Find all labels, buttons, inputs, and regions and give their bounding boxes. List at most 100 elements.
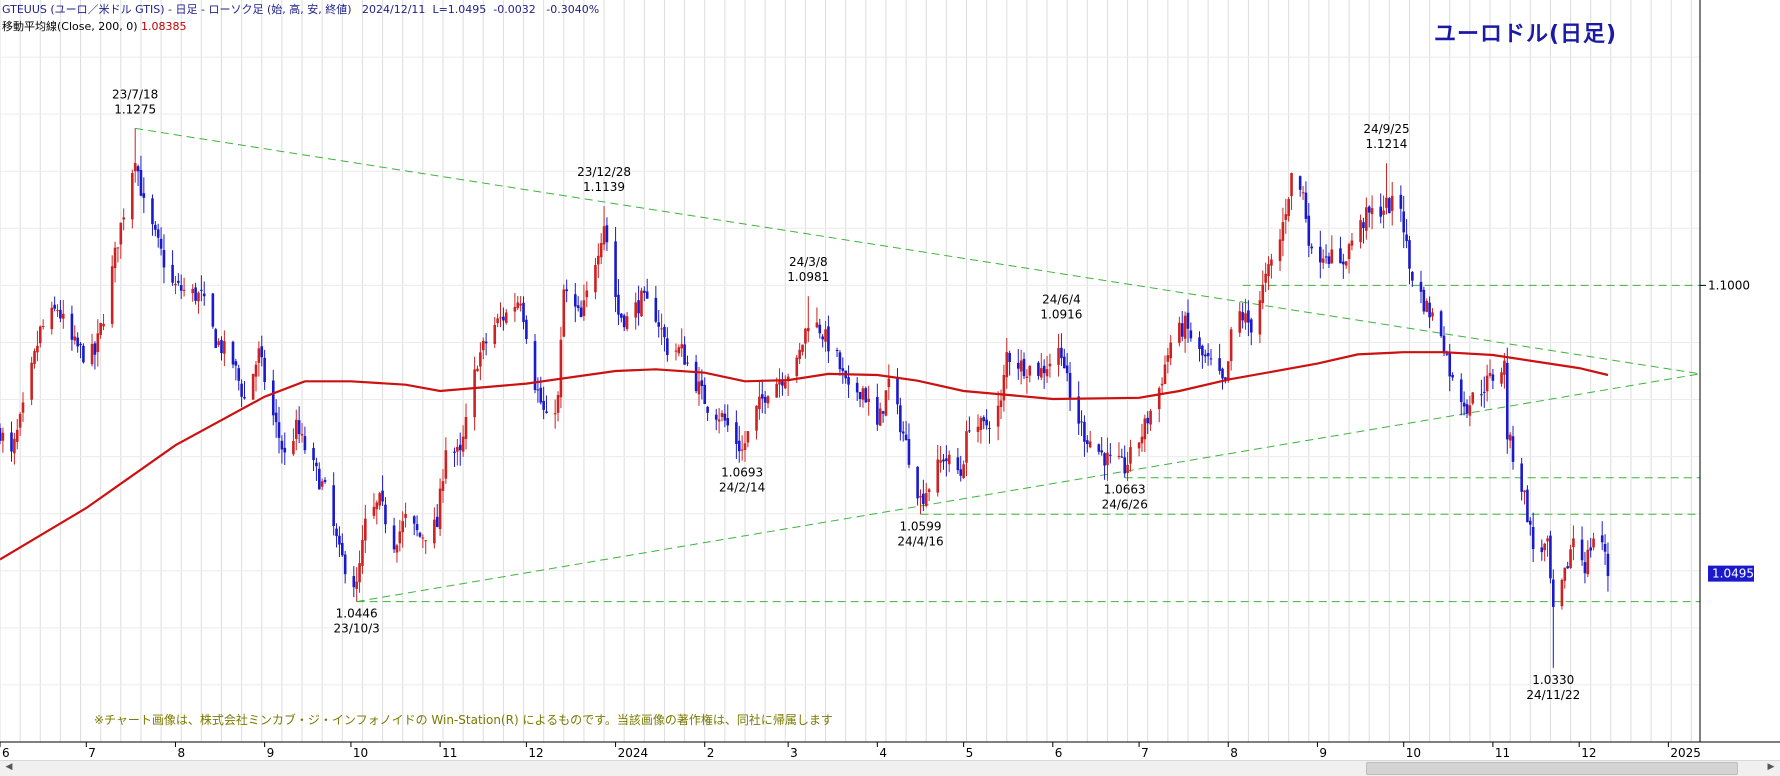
candle-body xyxy=(1117,455,1121,457)
candle-body xyxy=(763,396,767,403)
candle-body xyxy=(959,469,963,476)
candle-body xyxy=(375,502,379,510)
candle-body xyxy=(947,454,951,465)
x-tick-label: 12 xyxy=(528,746,543,760)
candle-body xyxy=(625,316,629,330)
candle-body xyxy=(539,387,543,403)
candle-body xyxy=(1520,463,1523,492)
candle-body xyxy=(93,343,97,355)
last-price-text: L=1.0495 xyxy=(432,3,487,16)
candle-body xyxy=(392,525,396,550)
candle-body xyxy=(714,414,718,420)
candle-body xyxy=(694,361,698,392)
candle-body xyxy=(519,303,522,306)
candle-body xyxy=(251,373,255,400)
candle-body xyxy=(1264,273,1267,283)
candle-body xyxy=(804,328,807,344)
candle-body xyxy=(666,338,669,355)
candle-body xyxy=(620,313,623,318)
candle-body xyxy=(240,383,243,397)
candle-body xyxy=(916,466,919,499)
candle-body xyxy=(50,307,54,330)
candle-body xyxy=(1,432,5,441)
change-pct-text: -0.3040% xyxy=(546,3,600,16)
scroll-right-icon[interactable]: ▶ xyxy=(1767,762,1775,772)
candle-body xyxy=(556,395,560,413)
candle-body xyxy=(364,518,367,541)
candle-body xyxy=(1560,579,1564,607)
candle-body xyxy=(182,289,186,291)
candle-body xyxy=(1088,441,1092,448)
candle-body xyxy=(194,287,197,301)
candle-body xyxy=(1324,256,1328,258)
candle-body xyxy=(660,328,663,330)
annotation-label: 1.1275 xyxy=(114,102,156,116)
candle-body xyxy=(585,290,589,298)
scrollbar-thumb[interactable] xyxy=(1366,762,1738,775)
candle-body xyxy=(415,524,419,531)
candle-body xyxy=(499,317,502,319)
candle-body xyxy=(384,504,387,525)
candle-body xyxy=(444,450,448,479)
candle-body xyxy=(1307,215,1311,246)
horizontal-scrollbar[interactable] xyxy=(0,760,1780,776)
candle-body xyxy=(605,225,609,243)
candle-body xyxy=(861,388,865,400)
candle-body xyxy=(1157,388,1161,410)
candle-body xyxy=(355,581,358,589)
scroll-left-icon[interactable]: ◀ xyxy=(5,762,13,772)
candle-body xyxy=(315,462,318,467)
candle-body xyxy=(1330,249,1334,264)
candle-body xyxy=(1583,562,1587,574)
candle-body xyxy=(899,405,902,433)
candle-body xyxy=(90,343,94,365)
candle-body xyxy=(99,322,102,335)
candle-body xyxy=(401,521,405,533)
candle-body xyxy=(1238,311,1242,333)
candle-body xyxy=(700,380,704,387)
candle-body xyxy=(1267,264,1270,277)
candle-body xyxy=(821,336,824,340)
candle-body xyxy=(381,490,384,502)
candle-body xyxy=(1226,361,1230,381)
candle-body xyxy=(504,312,508,323)
candle-body xyxy=(1180,323,1184,337)
candle-body xyxy=(1310,246,1313,249)
x-tick-label: 4 xyxy=(879,746,887,760)
candle-body xyxy=(317,468,321,490)
candle-body xyxy=(878,408,882,426)
candle-body xyxy=(818,324,822,334)
candle-body xyxy=(1229,329,1233,362)
candle-body xyxy=(513,306,517,312)
candle-body xyxy=(217,341,220,345)
candle-body xyxy=(956,457,960,471)
candle-body xyxy=(945,458,948,462)
candle-body xyxy=(56,310,59,312)
candle-body xyxy=(855,382,859,393)
candle-body xyxy=(1589,547,1592,551)
candle-body xyxy=(343,554,347,575)
candle-body xyxy=(1106,452,1109,466)
candle-body xyxy=(464,417,468,439)
candle-body xyxy=(1543,543,1546,551)
candle-body xyxy=(341,542,344,556)
candle-body xyxy=(1488,373,1492,376)
candle-body xyxy=(1241,312,1244,321)
candle-body xyxy=(573,294,577,307)
candle-body xyxy=(412,516,416,524)
candle-body xyxy=(1146,417,1150,424)
candle-body xyxy=(614,241,617,298)
candle-body xyxy=(1247,310,1250,323)
candle-body xyxy=(786,376,790,381)
ma-value: 1.08385 xyxy=(141,20,187,33)
candle-body xyxy=(21,402,25,413)
candle-body xyxy=(1531,526,1535,550)
candle-body xyxy=(1103,453,1106,466)
candle-body xyxy=(680,344,684,349)
candle-body xyxy=(1203,354,1207,357)
trend-line xyxy=(356,373,1701,603)
candle-body xyxy=(257,348,261,363)
candle-body xyxy=(263,357,266,383)
candle-body xyxy=(907,439,911,465)
candle-body xyxy=(740,449,744,451)
